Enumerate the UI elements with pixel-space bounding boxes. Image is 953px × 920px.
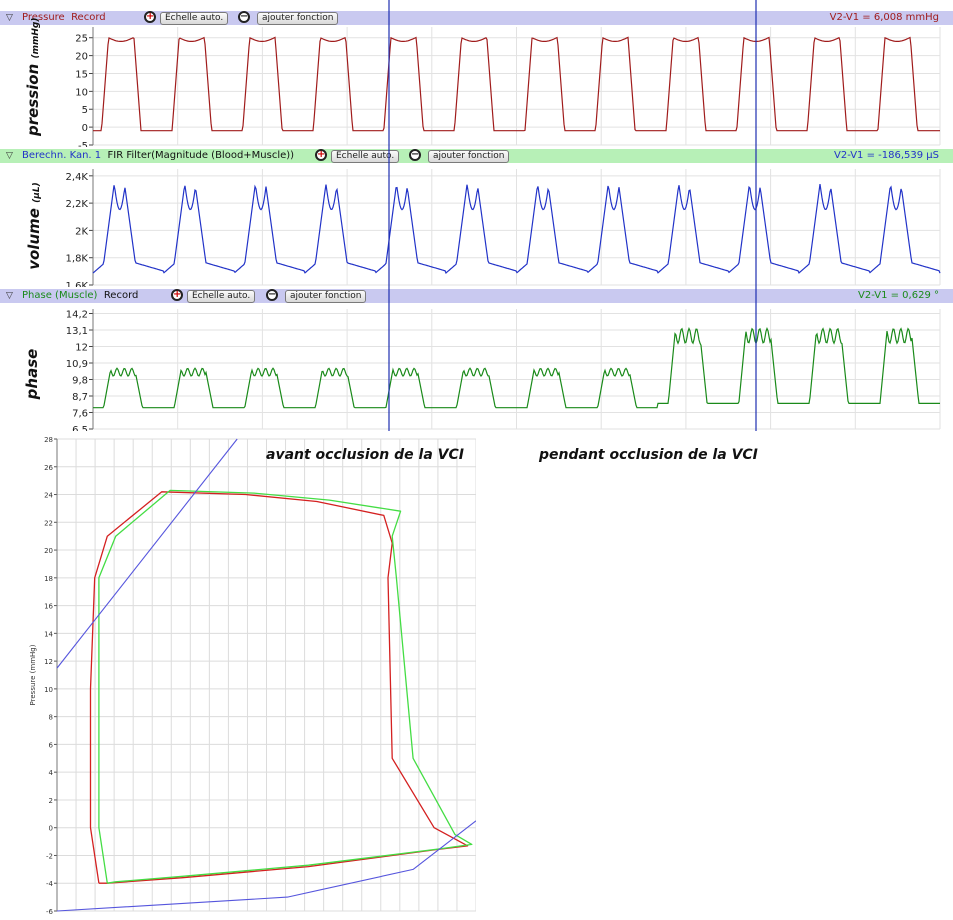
pv-loops-area: 28 26 24 22 20 18 16 14 12 10 8 6 4 2 0 -2 -4 -6 Pressure … [0, 431, 953, 920]
green-loop [98, 489, 473, 884]
y-tick-label: 24 [44, 492, 53, 500]
y-tick-label: 14 [44, 630, 53, 638]
loop-title-before: avant occlusion de la VCI [266, 447, 464, 463]
loop-title-during: pendant occlusion de la VCI [539, 447, 758, 463]
auto-scale-button[interactable]: Echelle auto. [187, 290, 256, 303]
cursor-delta: V2-V1 = 6,008 mmHg [829, 12, 939, 23]
series-line [92, 184, 941, 275]
y-tick-label: 5 [82, 105, 88, 116]
series-line [93, 36, 940, 132]
y-tick-label: 20 [44, 547, 53, 555]
zoom-out-icon[interactable]: − [409, 149, 421, 161]
y-tick-label: 18 [44, 575, 53, 583]
y-tick-label: 0 [82, 123, 88, 134]
y-tick-label: 8 [49, 714, 53, 722]
y-tick-label: 12 [75, 343, 88, 354]
y-tick-label: 2,4K [66, 172, 89, 183]
y-tick-label: 15 [75, 69, 88, 80]
y-tick-label: -2 [46, 852, 53, 860]
channel-name: Berechn. Kan. 1 [22, 150, 102, 161]
pv-loop-before-plot: 2826242220181614121086420-2-4-6Pressure … [29, 436, 476, 916]
channel-name: Pressure [22, 12, 65, 23]
collapse-toggle-icon[interactable]: ▽ [6, 151, 13, 161]
y-tick-label: 2,2K [66, 199, 89, 210]
y-tick-label: 2K [75, 226, 88, 237]
pv-loop-during-plot: 2826242220181614121086420-2-4-6Pressure … [476, 431, 953, 920]
y-tick-label: 10 [75, 87, 88, 98]
y-tick-label: 4 [49, 769, 54, 777]
y-tick-label: 1,6K [66, 281, 89, 287]
y-tick-label: -5 [78, 141, 88, 147]
channel-name: Phase (Muscle) [22, 290, 98, 301]
series-line [93, 327, 940, 409]
zoom-out-icon[interactable]: − [266, 289, 278, 301]
y-axis-label: Pressure (mmHg) [29, 644, 37, 705]
y-tick-label: 22 [44, 519, 53, 527]
collapse-toggle-icon[interactable]: ▽ [6, 13, 13, 23]
collapse-toggle-icon[interactable]: ▽ [6, 291, 13, 301]
channel-mode: FIR Filter(Magnitude (Blood+Muscle)) [107, 150, 295, 161]
y-tick-label: 7,6 [72, 409, 88, 420]
zoom-in-icon[interactable]: + [315, 149, 327, 161]
y-tick-label: 25 [75, 34, 88, 45]
y-tick-label: 6,5 [72, 425, 88, 431]
auto-scale-button[interactable]: Echelle auto. [331, 150, 400, 163]
y-tick-label: 8,7 [72, 392, 88, 403]
channel-mode: Record [103, 290, 139, 301]
y-tick-label: 1,8K [66, 254, 89, 265]
cursor-delta: V2-V1 = -186,539 µS [833, 150, 939, 161]
zoom-out-icon[interactable]: − [238, 11, 250, 23]
pressure-track: ▽ Pressure Record + Echelle auto. − ajou… [0, 0, 953, 147]
y-tick-label: 26 [44, 464, 53, 472]
zoom-in-icon[interactable]: + [144, 11, 156, 23]
volume-plot: 2,4K 2,2K 2K 1,8K 1,6K [66, 147, 941, 287]
y-tick-label: 16 [44, 603, 53, 611]
phase-track: ▽ Phase (Muscle) Record + Echelle auto. … [0, 287, 953, 431]
y-tick-label: 28 [44, 436, 53, 444]
y-tick-label: -6 [46, 908, 54, 916]
red-loop [89, 491, 469, 884]
edpvr-curve [56, 820, 476, 912]
y-tick-label: 14,2 [66, 310, 88, 321]
add-function-button[interactable]: ajouter fonction [257, 12, 339, 25]
y-tick-label: -4 [46, 880, 54, 888]
y-tick-label: 0 [49, 825, 53, 833]
espvr-line [56, 438, 238, 669]
add-function-button[interactable]: ajouter fonction [428, 150, 510, 163]
y-tick-label: 2 [49, 797, 53, 805]
channel-mode: Record [71, 12, 106, 23]
pressure-header: ▽ Pressure Record + Echelle auto. − ajou… [0, 11, 953, 25]
cursor-delta: V2-V1 = 0,629 ° [858, 290, 939, 301]
zoom-in-icon[interactable]: + [171, 289, 183, 301]
volume-header: ▽ Berechn. Kan. 1 FIR Filter(Magnitude (… [0, 149, 953, 163]
phase-header: ▽ Phase (Muscle) Record + Echelle auto. … [0, 289, 953, 303]
y-tick-label: 13,1 [66, 326, 88, 337]
volume-track: ▽ Berechn. Kan. 1 FIR Filter(Magnitude (… [0, 147, 953, 287]
auto-scale-button[interactable]: Echelle auto. [160, 12, 229, 25]
y-tick-label: 12 [44, 658, 53, 666]
y-tick-label: 9,8 [72, 376, 88, 387]
phase-plot: 14,2 13,1 12 10,9 9,8 8,7 7,6 6,5 [66, 287, 941, 431]
y-tick-label: 10,9 [66, 359, 88, 370]
y-tick-label: 10 [44, 686, 53, 694]
add-function-button[interactable]: ajouter fonction [285, 290, 367, 303]
pressure-plot: 25 20 15 10 5 0 -5 [75, 0, 941, 147]
y-tick-label: 20 [75, 52, 88, 63]
y-tick-label: 6 [49, 741, 54, 749]
